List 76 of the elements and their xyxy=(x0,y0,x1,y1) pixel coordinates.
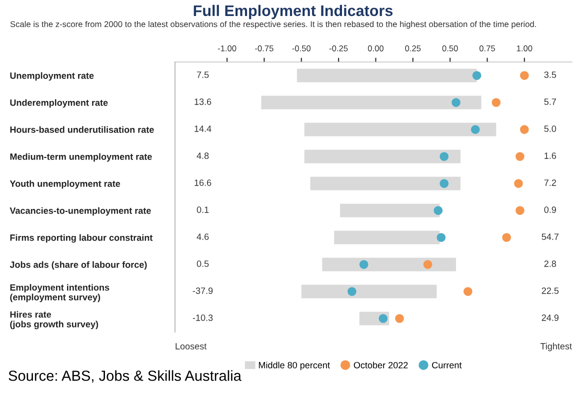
bar xyxy=(304,122,496,136)
y-tick-label: Employment intentions (employment survey) xyxy=(10,284,110,302)
legend-label: Current xyxy=(432,362,462,368)
bar xyxy=(310,176,460,190)
bar xyxy=(334,230,440,244)
y-tick-label: Youth unemployment rate xyxy=(10,180,120,189)
point xyxy=(436,233,446,242)
point xyxy=(452,98,460,107)
y-tick-label: Medium-term unemployment rate xyxy=(10,153,152,162)
legend-label: Middle 80 percent xyxy=(258,362,330,370)
x-tick-label: 0.25 xyxy=(405,45,421,52)
point xyxy=(464,287,472,296)
bar xyxy=(296,68,477,82)
annotation: 0.9 xyxy=(544,206,556,213)
x-tick-label: 1.00 xyxy=(516,45,532,52)
annotation: 4.6 xyxy=(196,234,209,240)
annotation: 7.5 xyxy=(196,72,209,78)
text: Loosest xyxy=(176,343,207,350)
y-tick-label: Vacancies-to-unemployment rate xyxy=(10,207,151,216)
text: Tightest xyxy=(540,342,572,352)
x-tick-label: 0.50 xyxy=(442,45,458,52)
legend-label: October 2022 xyxy=(354,362,408,368)
chart-subtitle: Scale is the z-score from 2000 to the latest observations of the respective series. It is then rebased to the highest obersation of the time period. xyxy=(10,21,536,29)
annotation: 7.2 xyxy=(544,180,556,186)
point xyxy=(520,71,529,80)
point xyxy=(434,206,443,215)
point xyxy=(440,179,449,188)
point xyxy=(395,314,404,323)
annotation: -10.3 xyxy=(192,314,213,321)
annotation: 13.6 xyxy=(194,98,212,105)
point xyxy=(472,71,482,80)
bar xyxy=(322,258,456,272)
x-tick-label: -0.25 xyxy=(329,45,348,52)
point xyxy=(359,260,368,269)
annotation: 14.4 xyxy=(194,126,212,132)
x-tick-label: -0.50 xyxy=(292,45,311,52)
annotation: -37.9 xyxy=(192,288,213,294)
point xyxy=(516,152,524,161)
chart-title: Full Employment Indicators xyxy=(194,4,393,20)
y-tick-label: Firms reporting labour constraint xyxy=(10,234,153,243)
point xyxy=(378,314,388,323)
annotation: 1.6 xyxy=(544,152,556,159)
point xyxy=(423,260,432,269)
bar xyxy=(340,204,440,218)
bar xyxy=(301,284,437,298)
point xyxy=(470,125,480,134)
annotation: 3.5 xyxy=(544,72,556,78)
annotation: 24.9 xyxy=(542,314,559,321)
bar xyxy=(261,96,482,110)
point xyxy=(348,287,356,296)
x-tick-label: -0.75 xyxy=(255,45,274,52)
x-tick-label: 0.75 xyxy=(479,45,496,52)
annotation: 2.8 xyxy=(544,260,556,267)
x-tick-label: 0.00 xyxy=(368,45,384,52)
annotation: 54.7 xyxy=(542,234,558,240)
annotation: 0.5 xyxy=(196,260,209,267)
y-tick-label: Hours-based underutilisation rate xyxy=(10,126,154,133)
point xyxy=(516,206,524,215)
annotation: 5.0 xyxy=(544,126,556,132)
point xyxy=(492,98,501,107)
annotation: 16.6 xyxy=(194,180,212,186)
annotation: 0.1 xyxy=(196,206,209,213)
point xyxy=(440,152,449,161)
y-tick-label: Underemployment rate xyxy=(10,99,108,108)
point xyxy=(502,233,511,242)
annotation: 22.5 xyxy=(542,288,559,294)
source-note: Source: ABS, Jobs & Skills Australia xyxy=(8,370,242,383)
annotation: 5.7 xyxy=(544,98,556,105)
x-tick-label: -1.00 xyxy=(218,45,236,52)
y-tick-label: Hires rate (jobs growth survey) xyxy=(10,311,98,330)
y-tick-label: Unemployment rate xyxy=(10,72,94,81)
annotation: 4.8 xyxy=(196,152,209,159)
bar xyxy=(304,150,460,164)
y-tick-label: Jobs ads (share of labour force) xyxy=(10,261,147,270)
point xyxy=(514,179,523,188)
point xyxy=(520,125,529,134)
